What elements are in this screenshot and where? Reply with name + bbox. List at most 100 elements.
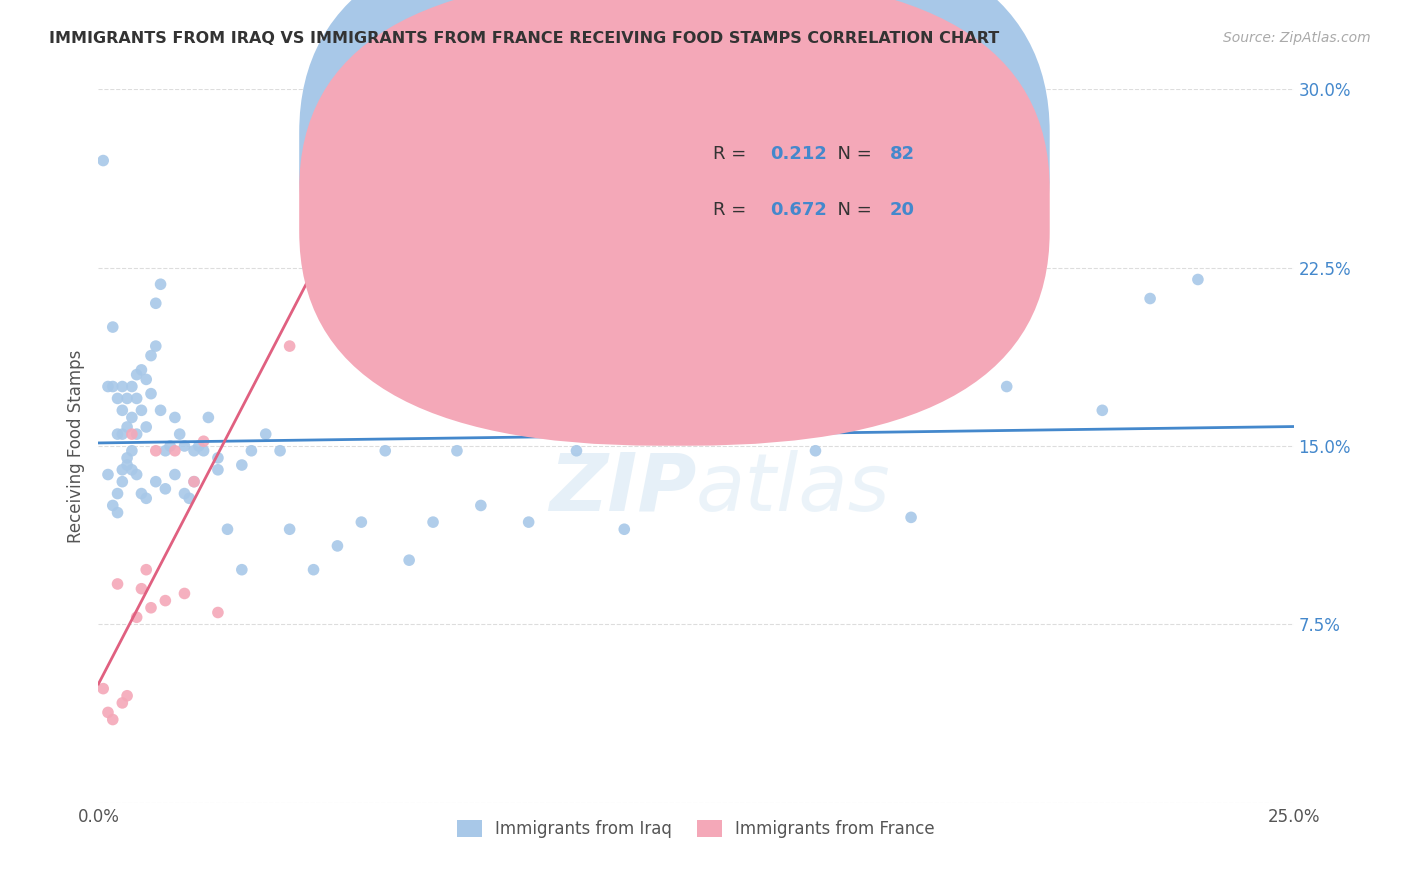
Point — [101, 379, 124, 393]
Point — [107, 392, 129, 406]
Point — [183, 475, 205, 489]
Point — [155, 593, 177, 607]
Text: N =: N = — [827, 202, 877, 219]
Point — [107, 427, 129, 442]
Text: N =: N = — [827, 145, 877, 162]
Point — [125, 467, 148, 482]
Point — [101, 713, 124, 727]
Point — [111, 427, 134, 442]
Point — [111, 475, 134, 489]
Point — [111, 403, 134, 417]
Point — [163, 467, 186, 482]
Point — [115, 392, 138, 406]
Text: Source: ZipAtlas.com: Source: ZipAtlas.com — [1223, 31, 1371, 45]
Point — [173, 486, 195, 500]
Point — [207, 450, 229, 465]
FancyBboxPatch shape — [299, 0, 1050, 389]
Point — [1187, 272, 1209, 286]
Point — [278, 339, 301, 353]
Point — [183, 475, 205, 489]
Text: 82: 82 — [890, 145, 915, 162]
Point — [107, 486, 129, 500]
Point — [374, 443, 396, 458]
Point — [111, 696, 134, 710]
Text: ZIP: ZIP — [548, 450, 696, 528]
Point — [97, 467, 120, 482]
Point — [115, 689, 138, 703]
Point — [101, 320, 124, 334]
Point — [135, 420, 157, 434]
Point — [111, 463, 134, 477]
Point — [197, 410, 219, 425]
Point — [179, 491, 201, 506]
Point — [187, 439, 209, 453]
Point — [131, 582, 153, 596]
Point — [107, 506, 129, 520]
Point — [131, 486, 153, 500]
Point — [709, 410, 731, 425]
Point — [149, 277, 172, 292]
Point — [470, 499, 492, 513]
Point — [145, 443, 167, 458]
Point — [139, 600, 162, 615]
Point — [149, 403, 172, 417]
Point — [169, 427, 191, 442]
Point — [207, 606, 229, 620]
Point — [111, 379, 134, 393]
Point — [131, 363, 153, 377]
Point — [231, 563, 253, 577]
Text: atlas: atlas — [696, 450, 891, 528]
Point — [125, 427, 148, 442]
Point — [240, 443, 263, 458]
Point — [97, 379, 120, 393]
Point — [121, 379, 143, 393]
Point — [107, 577, 129, 591]
Point — [145, 296, 167, 310]
Point — [804, 443, 827, 458]
Point — [163, 443, 186, 458]
Text: 0.672: 0.672 — [770, 202, 827, 219]
Point — [135, 563, 157, 577]
Point — [350, 515, 373, 529]
Point — [125, 392, 148, 406]
Point — [125, 610, 148, 624]
Point — [446, 443, 468, 458]
Point — [398, 553, 420, 567]
Text: R =: R = — [713, 145, 752, 162]
Text: 20: 20 — [890, 202, 914, 219]
Point — [145, 339, 167, 353]
Point — [159, 439, 181, 453]
Point — [115, 450, 138, 465]
Point — [350, 125, 373, 139]
Point — [1091, 403, 1114, 417]
Point — [995, 379, 1018, 393]
Point — [1139, 292, 1161, 306]
Point — [207, 463, 229, 477]
Point — [193, 443, 215, 458]
Text: 0.212: 0.212 — [770, 145, 827, 162]
Point — [231, 458, 253, 472]
Point — [173, 586, 195, 600]
Text: R =: R = — [713, 202, 752, 219]
Point — [101, 499, 124, 513]
Point — [91, 681, 114, 696]
Point — [661, 403, 683, 417]
Point — [115, 458, 138, 472]
Point — [121, 463, 143, 477]
Point — [565, 443, 588, 458]
Point — [155, 443, 177, 458]
Point — [183, 443, 205, 458]
Point — [145, 475, 167, 489]
Legend: Immigrants from Iraq, Immigrants from France: Immigrants from Iraq, Immigrants from Fr… — [450, 813, 942, 845]
Point — [517, 515, 540, 529]
Point — [91, 153, 114, 168]
Point — [121, 427, 143, 442]
Point — [326, 539, 349, 553]
Point — [193, 434, 215, 449]
Point — [97, 706, 120, 720]
Point — [131, 403, 153, 417]
Point — [121, 410, 143, 425]
Point — [125, 368, 148, 382]
Point — [302, 563, 325, 577]
Point — [135, 372, 157, 386]
